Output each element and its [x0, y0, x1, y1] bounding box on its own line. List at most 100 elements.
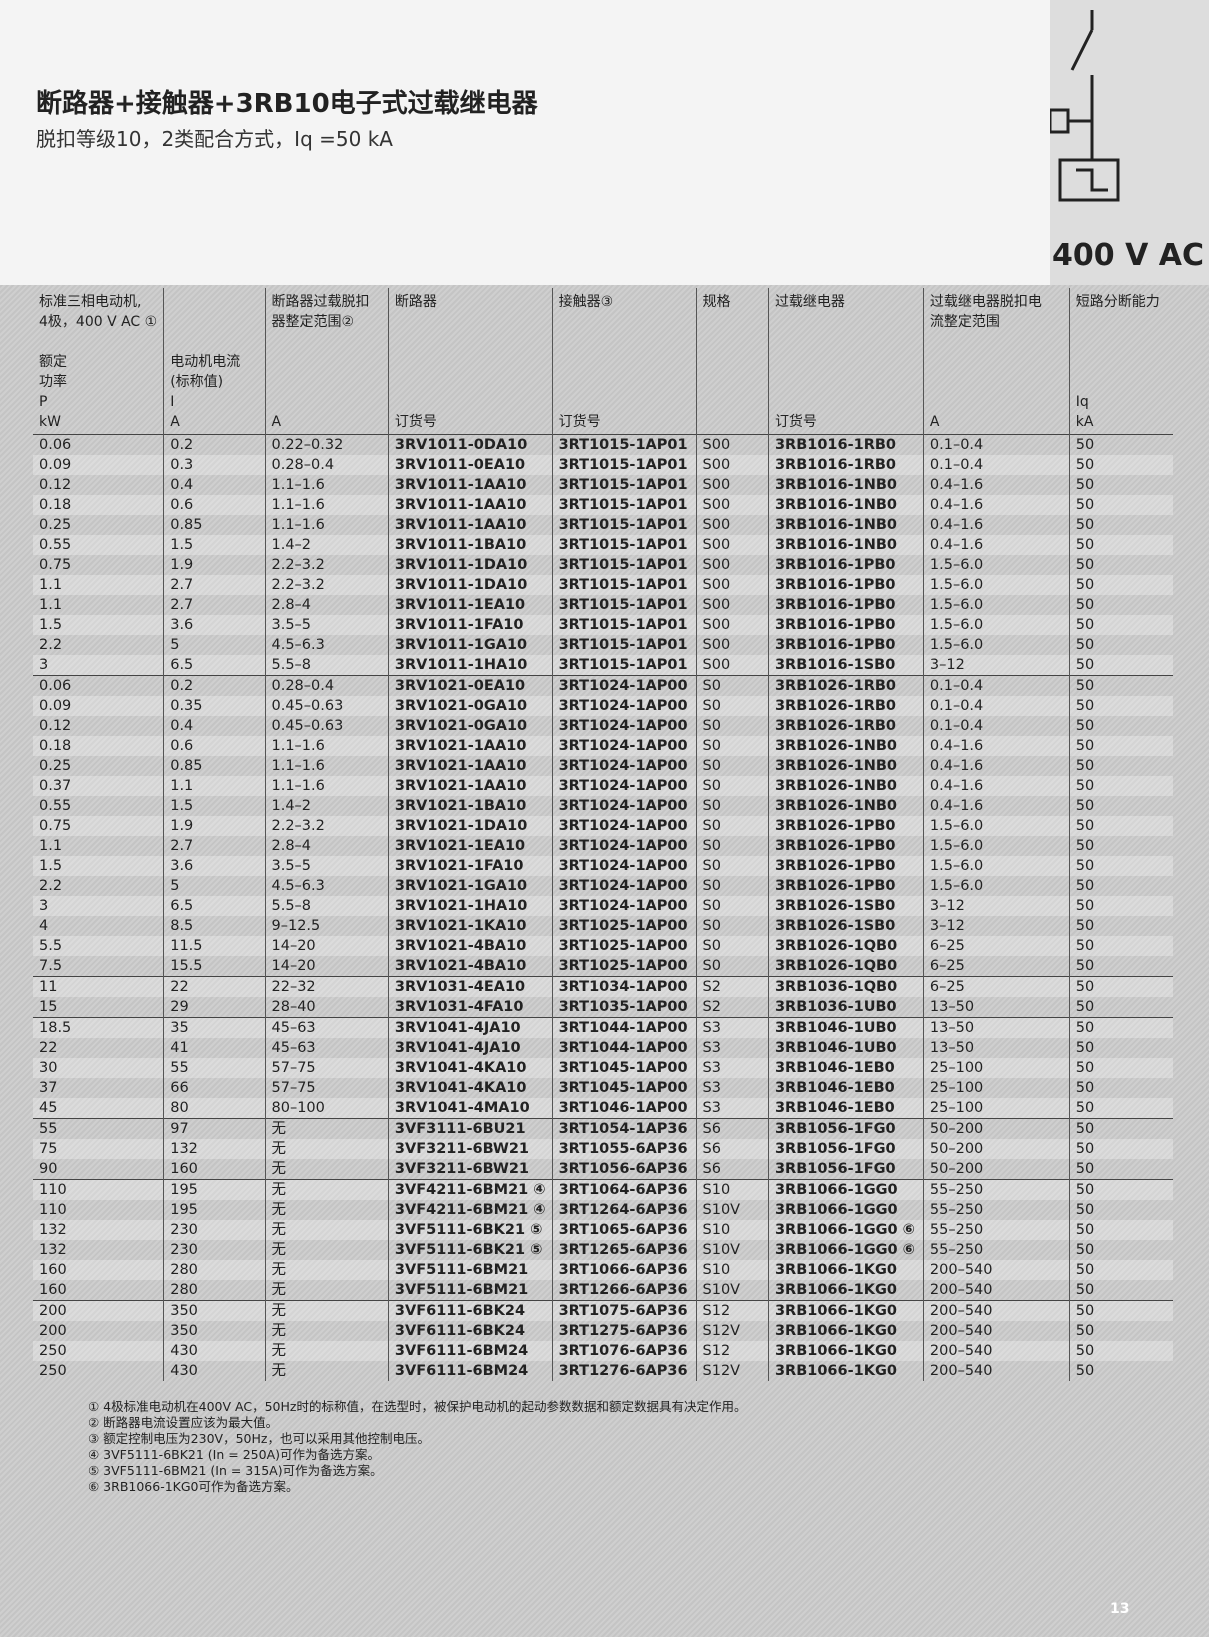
- table-cell: 45–63: [264, 1038, 389, 1058]
- table-row: 0.25 0.85 1.1–1.6 3RV1021-1AA10 3RT1024-1AP0…: [33, 756, 1173, 776]
- table-cell: 13–50: [922, 997, 1070, 1018]
- table-row: 0.06 0.2 0.28–0.4 3RV1021-0EA10 3RT1024-1AP0…: [33, 675, 1173, 696]
- column-header-line: [170, 332, 258, 352]
- table-cell: 250: [33, 1341, 164, 1361]
- table-row: 110 195 无 3VF4211-6BM21 ④ 3RT1064-6AP36 S10 3R…: [33, 1179, 1173, 1200]
- table-cell: 1.4–2: [264, 796, 389, 816]
- table-cell: 3RV1021-1GA10: [387, 876, 553, 896]
- table-row: 0.25 0.85 1.1–1.6 3RV1011-1AA10 3RT1015-1AP0…: [33, 515, 1173, 535]
- table-cell: 1.1: [39, 838, 63, 854]
- table-row: 30 55 57–75 3RV1041-4KA10 3RT1045-1AP00 S3 3RB…: [33, 1058, 1173, 1078]
- table-cell: 3RB1026-1RB0: [767, 675, 924, 696]
- table-cell: 无: [264, 1321, 389, 1341]
- column-header-line: [703, 392, 762, 412]
- circuit-symbol-icon: [1048, 0, 1209, 285]
- table-cell: 3RT1024-1AP00: [551, 736, 697, 756]
- table-cell: S00: [695, 555, 769, 575]
- table-cell: 3RV1021-1DA10: [387, 816, 553, 836]
- table-cell: 0.2: [163, 434, 265, 455]
- column-header: 过载继电器脱扣电 流整定范围 A: [922, 288, 1070, 435]
- table-cell: S00: [695, 615, 769, 635]
- column-header-line: A: [271, 414, 282, 430]
- table-cell: 50: [1068, 876, 1173, 896]
- table-cell: 3RV1021-1AA10: [387, 756, 553, 776]
- table-cell: 5: [163, 876, 265, 896]
- table-cell: 3RT1024-1AP00: [551, 776, 697, 796]
- table-cell: 132: [33, 1220, 164, 1240]
- table-cell: 6–25: [922, 956, 1070, 977]
- column-header-line: I: [170, 394, 175, 410]
- column-header: 规格: [695, 288, 769, 435]
- table-cell: 2.2–3.2: [264, 555, 389, 575]
- table-cell: 110: [39, 1202, 67, 1218]
- table-cell: 0.28–0.4: [264, 675, 389, 696]
- footnote: ⑥ 3RB1066-1KG0可作为备选方案。: [88, 1479, 299, 1494]
- column-header-line: P: [39, 394, 48, 410]
- column-header-line: kW: [39, 414, 61, 430]
- column-header-line: [703, 312, 762, 332]
- table-cell: 160: [163, 1159, 265, 1180]
- column-header-line: 额定: [39, 354, 67, 370]
- table-cell: 0.4–1.6: [922, 756, 1070, 776]
- table-cell: 3RV1011-0EA10: [387, 455, 553, 475]
- table-cell: 1.5–6.0: [922, 615, 1070, 635]
- table-cell: 57–75: [264, 1058, 389, 1078]
- table-cell: 3RB1066-1KG0: [767, 1341, 924, 1361]
- table-row: 11 22 22–32 3RV1031-4EA10 3RT1034-1AP00 S2 3RB…: [33, 976, 1173, 997]
- table-cell: 3RT1015-1AP01: [551, 635, 697, 655]
- table-cell: 1.5–6.0: [922, 836, 1070, 856]
- column-header-line: [272, 332, 382, 352]
- table-row: 0.55 1.5 1.4–2 3RV1021-1BA10 3RT1024-1AP00 S0…: [33, 796, 1173, 816]
- column-header: 接触器③ 订货号: [551, 288, 697, 435]
- table-cell: 1.9: [163, 816, 265, 836]
- table-cell: 50: [1068, 916, 1173, 936]
- table-cell: 3RB1056-1FG0: [767, 1118, 924, 1139]
- table-cell: 1.5: [33, 856, 164, 876]
- footnote: ③ 额定控制电压为230V，50Hz，也可以采用其他控制电压。: [88, 1431, 430, 1446]
- table-cell: 50: [1068, 796, 1173, 816]
- table-cell: 11: [33, 976, 164, 997]
- table-cell: 3RT1076-6AP36: [551, 1341, 697, 1361]
- table-cell: 50: [1068, 997, 1173, 1018]
- table-cell: 3VF3211-6BW21: [387, 1139, 553, 1159]
- table-cell: 0.1–0.4: [922, 455, 1070, 475]
- table-cell: 3RT1075-6AP36: [551, 1300, 697, 1321]
- table-cell: 3RT1015-1AP01: [551, 575, 697, 595]
- table-cell: S0: [695, 876, 769, 896]
- column-header-line: A: [929, 414, 940, 430]
- table-cell: 3RT1015-1AP01: [551, 455, 697, 475]
- table-cell: 5.5–8: [264, 896, 389, 916]
- table-cell: 3VF6111-6BM24: [387, 1341, 553, 1361]
- table-row: 200 350 无 3VF6111-6BK24 3RT1075-6AP36 S12 3RB1…: [33, 1300, 1173, 1321]
- table-row: 0.09 0.35 0.45–0.63 3RV1021-0GA10 3RT1024-1A…: [33, 696, 1173, 716]
- table-cell: 3RV1021-1KA10: [387, 916, 553, 936]
- table-cell: S00: [695, 455, 769, 475]
- table-row: 4 8.5 9–12.5 3RV1021-1KA10 3RT1025-1AP00 S0 3R…: [33, 916, 1173, 936]
- table-cell: 3RV1011-1HA10: [387, 655, 553, 676]
- table-cell: 3RB1036-1QB0: [767, 976, 924, 997]
- table-cell: 3RB1066-1KG0: [767, 1300, 924, 1321]
- table-cell: 0.6: [163, 736, 265, 756]
- table-cell: 80: [163, 1098, 265, 1119]
- column-header-line: 器整定范围②: [271, 314, 355, 330]
- table-cell: 1.1: [39, 597, 63, 613]
- column-header: 过载继电器 订货号: [767, 288, 924, 435]
- table-cell: 3VF6111-6BM24: [387, 1361, 553, 1381]
- table-cell: S00: [695, 595, 769, 615]
- table-cell: 9–12.5: [264, 916, 389, 936]
- table-cell: 45–63: [264, 1017, 389, 1038]
- table-cell: 8.5: [163, 916, 265, 936]
- table-cell: 0.1–0.4: [922, 716, 1070, 736]
- table-cell: 0.3: [163, 455, 265, 475]
- table-row: 0.18 0.6 1.1–1.6 3RV1011-1AA10 3RT1015-1AP01…: [33, 495, 1173, 515]
- table-cell: 3: [33, 896, 164, 916]
- table-cell: 3RB1046-1UB0: [767, 1017, 924, 1038]
- table-cell: 0.4–1.6: [922, 475, 1070, 495]
- table-cell: 50: [1068, 1361, 1173, 1381]
- table-cell: 3–12: [922, 896, 1070, 916]
- footnote: ② 断路器电流设置应该为最大值。: [88, 1415, 279, 1430]
- table-cell: S00: [695, 475, 769, 495]
- table-cell: 3RT1015-1AP01: [551, 595, 697, 615]
- table-cell: 3RB1016-1PB0: [767, 595, 924, 615]
- column-header-line: [930, 332, 1063, 352]
